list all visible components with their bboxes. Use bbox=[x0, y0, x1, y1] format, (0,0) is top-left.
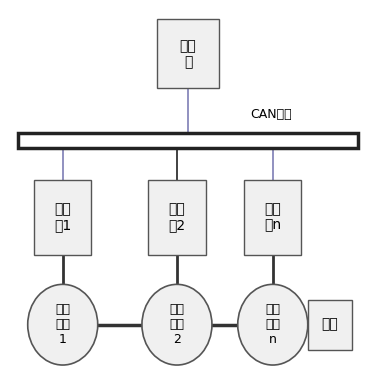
FancyBboxPatch shape bbox=[149, 180, 206, 254]
Text: 控制
器2: 控制 器2 bbox=[168, 202, 185, 232]
Text: 异步
电机
n: 异步 电机 n bbox=[265, 303, 280, 346]
Ellipse shape bbox=[142, 284, 212, 365]
FancyBboxPatch shape bbox=[34, 180, 91, 254]
Ellipse shape bbox=[238, 284, 308, 365]
Text: 控制
器n: 控制 器n bbox=[264, 202, 281, 232]
Text: 遥控
台: 遥控 台 bbox=[180, 39, 196, 69]
FancyBboxPatch shape bbox=[308, 300, 352, 350]
Text: 异步
电机
1: 异步 电机 1 bbox=[55, 303, 70, 346]
FancyBboxPatch shape bbox=[18, 133, 358, 148]
Ellipse shape bbox=[28, 284, 98, 365]
Text: 负载: 负载 bbox=[321, 318, 338, 332]
Text: 控制
器1: 控制 器1 bbox=[54, 202, 71, 232]
Text: CAN总线: CAN总线 bbox=[251, 108, 292, 121]
Text: 异步
电机
2: 异步 电机 2 bbox=[170, 303, 185, 346]
FancyBboxPatch shape bbox=[244, 180, 301, 254]
FancyBboxPatch shape bbox=[157, 19, 219, 89]
